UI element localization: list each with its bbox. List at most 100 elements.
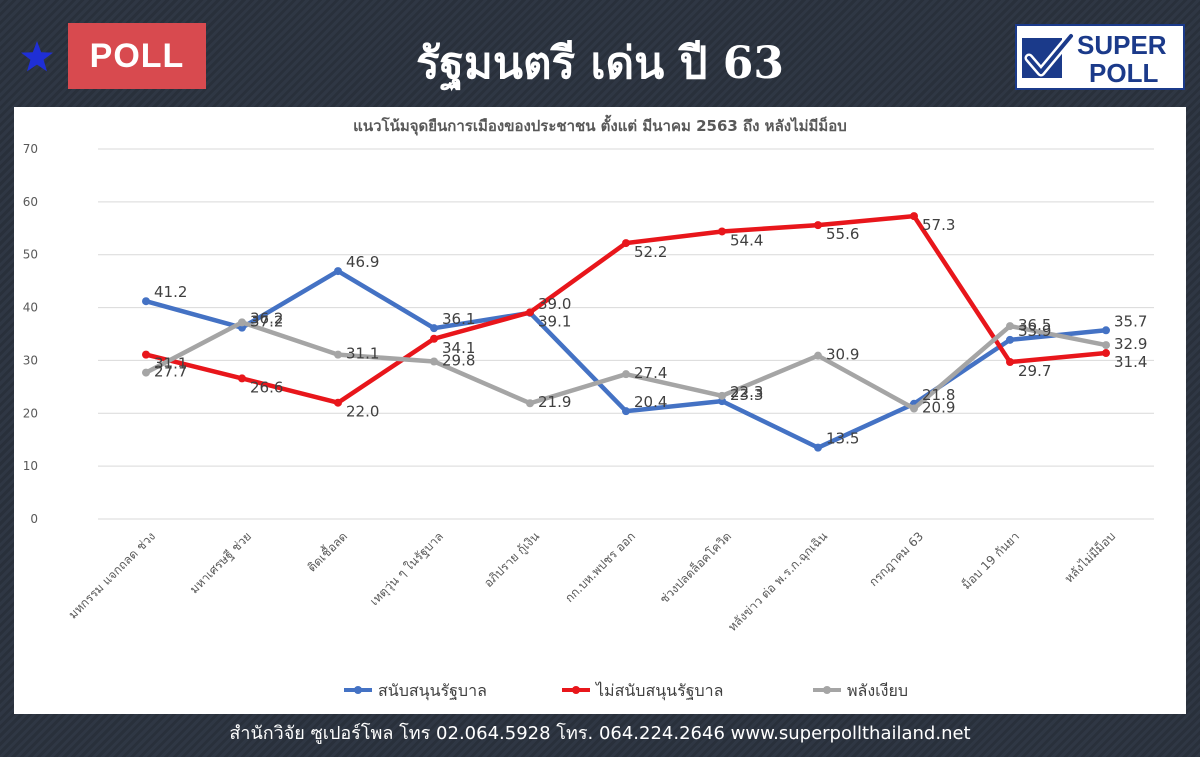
data-label: 54.4 xyxy=(730,231,763,249)
page-title: รัฐมนตรี เด่น ปี 63 xyxy=(415,38,784,89)
data-point xyxy=(814,221,822,230)
data-label: 41.2 xyxy=(154,283,187,301)
y-tick-label: 60 xyxy=(23,195,38,209)
data-label: 30.9 xyxy=(826,346,859,364)
data-label: 55.6 xyxy=(826,225,859,243)
checkmark-icon xyxy=(1022,31,1076,78)
data-point xyxy=(622,239,630,248)
y-tick-label: 30 xyxy=(23,353,38,367)
x-tick-label: มหกรรม แจกถลด ช่วง xyxy=(66,529,158,621)
data-label: 20.9 xyxy=(922,399,955,417)
data-point xyxy=(718,227,726,236)
data-point xyxy=(814,351,822,360)
data-label: 52.2 xyxy=(634,243,667,261)
x-tick-label: ช่วงปลดล็อคโควิด xyxy=(656,529,734,607)
y-tick-label: 40 xyxy=(23,301,38,315)
data-point xyxy=(526,308,534,317)
data-label: 36.1 xyxy=(442,310,475,328)
y-tick-label: 70 xyxy=(23,142,38,156)
legend-label: พลังเงียบ xyxy=(847,681,908,700)
data-label: 46.9 xyxy=(346,253,379,271)
data-label: 35.7 xyxy=(1114,312,1147,330)
data-label: 34.1 xyxy=(442,339,475,357)
data-point xyxy=(334,267,342,276)
data-point xyxy=(1102,341,1110,350)
data-point xyxy=(622,370,630,379)
data-label: 27.4 xyxy=(634,364,667,382)
chart-title: แนวโน้มจุดยืนการเมืองของประชาชน ตั้งแต่ … xyxy=(353,114,847,136)
logo-text-poll: POLL xyxy=(1089,58,1159,88)
y-tick-label: 20 xyxy=(23,406,38,420)
data-label: 22.0 xyxy=(346,403,379,421)
data-point xyxy=(1006,358,1014,367)
x-tick-label: ติดเชื้อลด xyxy=(303,528,350,575)
data-point xyxy=(718,391,726,400)
data-label: 31.1 xyxy=(154,355,187,373)
data-point xyxy=(142,350,150,359)
data-label: 29.7 xyxy=(1018,362,1051,380)
x-tick-label: หลังไม่มีม็อบ xyxy=(1061,529,1118,586)
data-point xyxy=(1006,335,1014,344)
data-label: 29.8 xyxy=(442,351,475,369)
data-point xyxy=(430,334,438,343)
x-tick-label: มหาเศรษฐี ช่วย xyxy=(187,529,254,596)
x-tick-label: กรกฎาคม 63 xyxy=(866,529,926,589)
data-label: 27.7 xyxy=(154,363,187,381)
logo-text-super: SUPER xyxy=(1077,30,1167,60)
data-point xyxy=(814,443,822,452)
data-point xyxy=(142,368,150,377)
data-label: 57.3 xyxy=(922,216,955,234)
y-tick-label: 0 xyxy=(30,512,38,526)
data-label: 32.9 xyxy=(1114,335,1147,353)
data-label: 31.1 xyxy=(346,345,379,363)
y-tick-label: 50 xyxy=(23,248,38,262)
data-point xyxy=(1102,349,1110,358)
x-tick-label: อภิปราย กู้เงิน xyxy=(481,529,543,591)
data-point xyxy=(334,350,342,359)
header: POLL รัฐมนตรี เด่น ปี 63 SUPER POLL xyxy=(0,0,1200,105)
data-label: 36.2 xyxy=(250,310,283,328)
legend-marker xyxy=(354,686,362,694)
data-point xyxy=(910,212,918,221)
legend-marker xyxy=(572,686,580,694)
poll-badge: POLL xyxy=(68,23,206,89)
data-point xyxy=(1102,326,1110,335)
legend-label: ไม่สนับสนุนรัฐบาล xyxy=(594,681,723,701)
y-tick-label: 10 xyxy=(23,459,38,473)
data-label: 20.4 xyxy=(634,393,667,411)
series-line xyxy=(143,320,1109,411)
x-tick-label: เหตุวุ่น ๆ ในรัฐบาล xyxy=(367,529,447,609)
data-point xyxy=(910,404,918,413)
data-label: 21.9 xyxy=(538,393,571,411)
data-point xyxy=(238,374,246,383)
series-line xyxy=(143,268,1109,450)
x-tick-label: หลังข่าว ต่อ พ.ร.ก.ฉุกเฉิน xyxy=(725,529,831,635)
data-label: 31.4 xyxy=(1114,353,1147,371)
data-label: 23.3 xyxy=(730,386,763,404)
x-tick-label: ม็อบ 19 กันยา xyxy=(959,529,1023,593)
line-chart: แนวโน้มจุดยืนการเมืองของประชาชน ตั้งแต่ … xyxy=(23,114,1154,701)
legend-marker xyxy=(823,686,831,694)
data-point xyxy=(238,318,246,327)
data-label: 39.0 xyxy=(538,295,571,313)
data-label: 26.6 xyxy=(250,378,283,396)
data-label: 33.9 xyxy=(1018,322,1051,340)
data-point xyxy=(526,399,534,408)
data-label: 21.8 xyxy=(922,386,955,404)
legend-label: สนับสนุนรัฐบาล xyxy=(378,681,487,701)
data-point xyxy=(430,324,438,333)
data-label: 22.3 xyxy=(730,383,763,401)
data-point xyxy=(334,398,342,407)
x-tick-label: กก.บห.พปชร ออก xyxy=(562,529,638,605)
data-label: 37.2 xyxy=(250,312,283,330)
footer-contact: สำนักวิจัย ซูเปอร์โพล โทร 02.064.5928 โท… xyxy=(229,723,971,744)
data-point xyxy=(1006,322,1014,331)
data-point xyxy=(622,407,630,416)
star-icon xyxy=(21,41,53,72)
data-point xyxy=(430,357,438,366)
superpoll-logo: SUPER POLL xyxy=(1015,24,1185,90)
chart-card: แนวโน้มจุดยืนการเมืองของประชาชน ตั้งแต่ … xyxy=(14,107,1186,714)
data-label: 39.1 xyxy=(538,312,571,330)
data-label: 36.5 xyxy=(1018,316,1051,334)
data-label: 13.5 xyxy=(826,430,859,448)
